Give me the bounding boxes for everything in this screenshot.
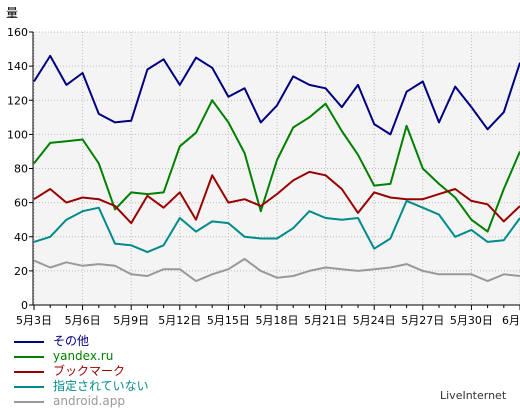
x-tick-label: 5月18日 <box>256 314 299 327</box>
legend-item: 指定されていない <box>14 379 149 394</box>
x-tick-label: 5月30日 <box>450 314 493 327</box>
x-tick-label: 6月2日 <box>502 314 520 327</box>
legend-swatch <box>14 400 44 403</box>
legend: その他 yandex.ru ブックマーク 指定されていない android.app <box>14 334 149 409</box>
x-tick-label: 5月21日 <box>304 314 347 327</box>
series-lines <box>33 54 520 283</box>
grid-lines <box>33 31 520 305</box>
legend-label: android.app <box>53 394 125 408</box>
x-axis-ticks: 5月3日 5月6日 5月9日 5月12日 5月15日 5月18日 5月21日 5月24日 5月2… <box>16 305 520 327</box>
legend-swatch <box>14 370 44 373</box>
series-line-1 <box>33 54 520 136</box>
series-line-4 <box>33 199 520 254</box>
x-tick-label: 5月6日 <box>65 314 101 327</box>
legend-swatch <box>14 385 44 388</box>
y-tick-label: 40 <box>14 231 28 244</box>
x-tick-label: 5月27日 <box>401 314 444 327</box>
legend-swatch <box>14 355 44 358</box>
series-line-5 <box>33 257 520 283</box>
y-tick-label: 140 <box>7 60 28 73</box>
y-tick-label: 120 <box>7 94 28 107</box>
legend-label: yandex.ru <box>53 349 114 363</box>
x-tick-label: 5月24日 <box>353 314 396 327</box>
legend-item: その他 <box>14 334 149 349</box>
liveinternet-watermark: LiveInternet <box>440 389 507 402</box>
legend-item: ブックマーク <box>14 364 149 379</box>
y-axis-title: 量 <box>6 6 18 20</box>
x-tick-label: 5月3日 <box>16 314 52 327</box>
y-tick-label: 0 <box>21 299 28 312</box>
legend-item: yandex.ru <box>14 349 149 364</box>
legend-swatch <box>14 340 44 343</box>
y-tick-label: 100 <box>7 128 28 141</box>
y-tick-label: 20 <box>14 265 28 278</box>
x-tick-label: 5月15日 <box>207 314 250 327</box>
legend-label: その他 <box>53 334 90 348</box>
x-tick-label: 5月12日 <box>158 314 201 327</box>
legend-item: android.app <box>14 394 149 409</box>
y-tick-label: 60 <box>14 197 28 210</box>
series-line-3 <box>33 170 520 225</box>
y-tick-label: 160 <box>7 26 28 39</box>
legend-label: ブックマーク <box>53 364 126 378</box>
y-tick-label: 80 <box>14 163 28 176</box>
x-tick-label: 5月9日 <box>113 314 149 327</box>
legend-label: 指定されていない <box>53 379 149 393</box>
series-line-2 <box>33 99 520 233</box>
y-axis-ticks: 0 20 40 60 80 100 120 140 160 <box>7 26 33 312</box>
